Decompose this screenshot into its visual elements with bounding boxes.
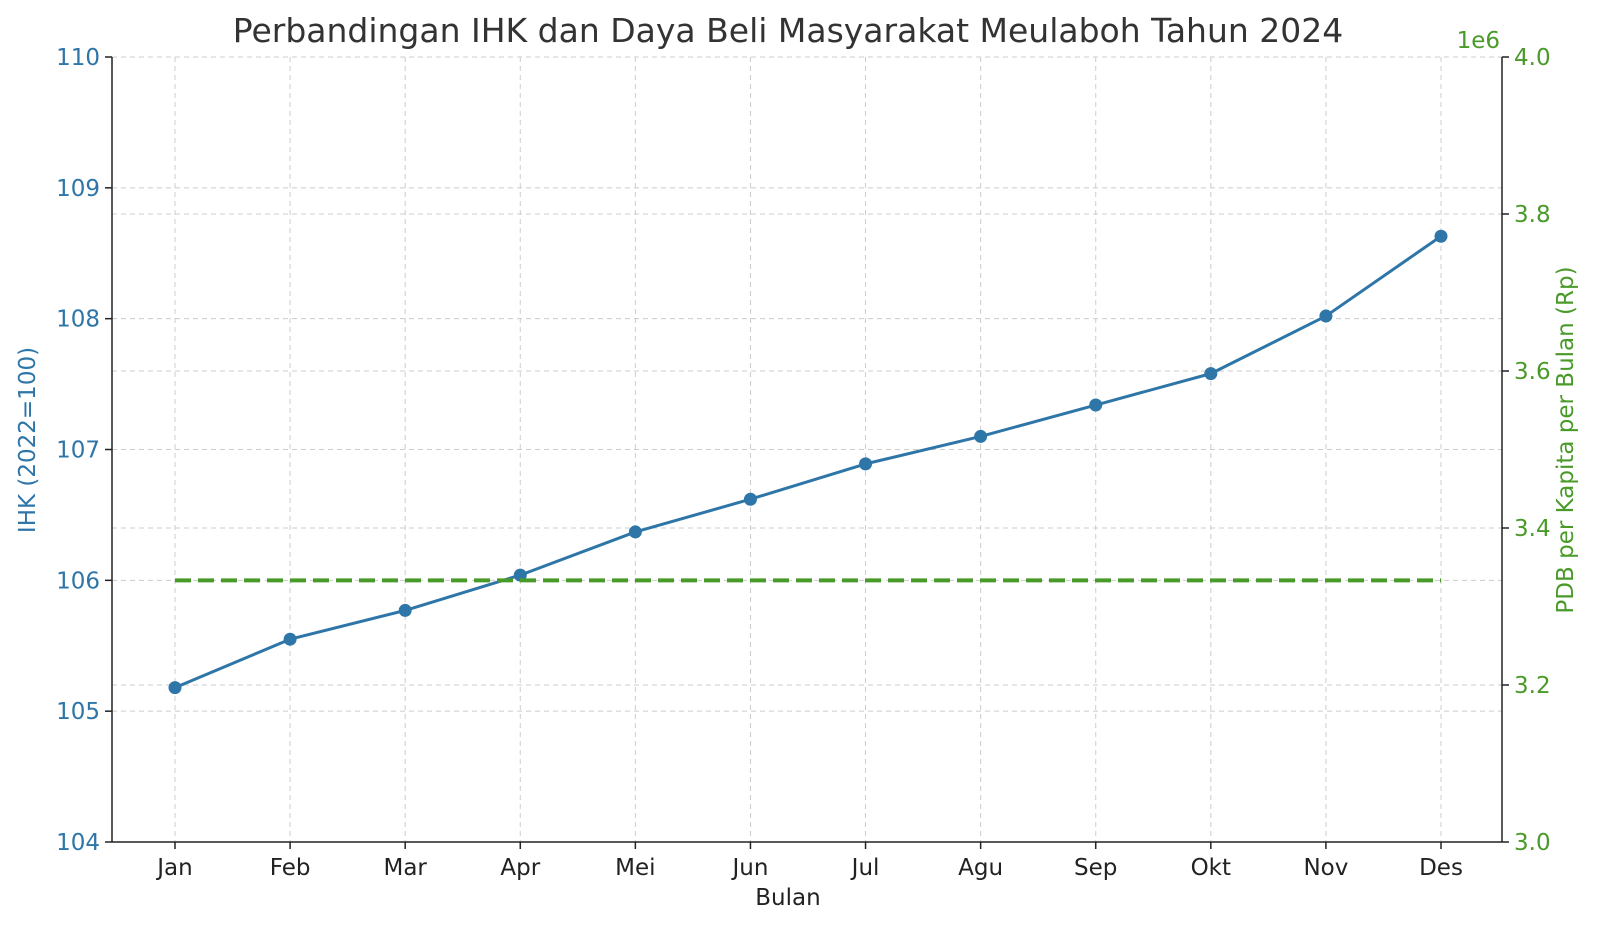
y-left-tick-label: 108 bbox=[56, 307, 100, 333]
ihk-data-point bbox=[1204, 367, 1218, 381]
ihk-data-point bbox=[1089, 398, 1103, 412]
x-tick-label: Des bbox=[1419, 855, 1463, 881]
y-right-tick-label: 3.8 bbox=[1514, 202, 1551, 228]
ihk-data-point bbox=[168, 681, 182, 695]
grid-layer bbox=[112, 56, 1502, 843]
x-tick-label: Jul bbox=[850, 855, 880, 881]
ihk-data-point bbox=[743, 492, 757, 506]
ihk-data-point bbox=[398, 603, 412, 617]
x-tick-label: Apr bbox=[500, 855, 540, 881]
x-tick-label: Mei bbox=[615, 855, 655, 881]
y-axis-right-label: PDB per Kapita per Bulan (Rp) bbox=[1553, 266, 1579, 613]
x-tick-label: Jun bbox=[730, 855, 768, 881]
y-left-tick-label: 110 bbox=[56, 45, 100, 71]
y-left-tick-label: 109 bbox=[56, 176, 100, 202]
ihk-data-point bbox=[283, 632, 297, 646]
y-axis-left-label: IHK (2022=100) bbox=[15, 347, 41, 533]
y-right-tick-label: 3.4 bbox=[1514, 516, 1551, 542]
x-tick-label: Okt bbox=[1191, 855, 1231, 881]
ihk-data-point bbox=[628, 525, 642, 539]
x-tick-label: Nov bbox=[1303, 855, 1348, 881]
x-tick-label: Agu bbox=[958, 855, 1003, 881]
chart-title: Perbandingan IHK dan Daya Beli Masyaraka… bbox=[233, 11, 1344, 50]
y-left-tick-label: 105 bbox=[56, 699, 100, 725]
y-left-tick-label: 104 bbox=[56, 830, 100, 856]
y-right-tick-label: 3.2 bbox=[1514, 673, 1551, 699]
x-tick-label: Jan bbox=[155, 855, 192, 881]
ihk-data-point bbox=[859, 457, 873, 471]
ihk-data-point bbox=[974, 429, 988, 443]
ihk-series-line bbox=[174, 235, 1442, 689]
x-tick-label: Mar bbox=[383, 855, 427, 881]
y-right-tick-label: 3.0 bbox=[1514, 830, 1551, 856]
x-axis-label: Bulan bbox=[755, 885, 820, 911]
ticks-layer: Jan Feb Mar Apr Mei Jun Jul Agu Sep Okt Nov Des 104 1… bbox=[56, 45, 1550, 881]
y-right-tick-label: 4.0 bbox=[1514, 45, 1551, 71]
y-left-tick-label: 107 bbox=[56, 438, 100, 464]
ihk-data-point bbox=[1319, 309, 1333, 323]
x-tick-label: Feb bbox=[270, 855, 311, 881]
series-layer bbox=[168, 229, 1448, 695]
x-tick-label: Sep bbox=[1074, 855, 1117, 881]
y-axis-right-multiplier: 1e6 bbox=[1457, 28, 1500, 54]
ihk-data-point bbox=[1434, 229, 1448, 243]
y-left-tick-label: 106 bbox=[56, 568, 100, 594]
y-right-tick-label: 3.6 bbox=[1514, 359, 1551, 385]
